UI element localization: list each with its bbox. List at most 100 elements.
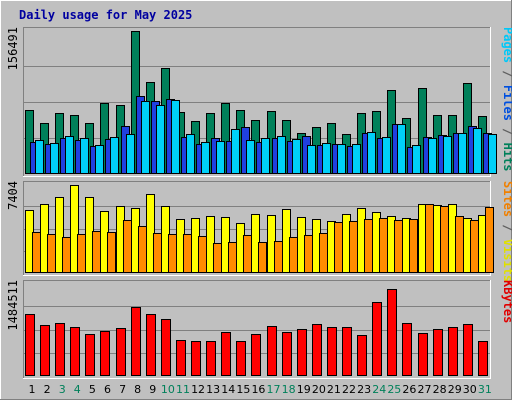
bar-kbytes-day-22 <box>342 327 352 376</box>
bar-sites-day-22 <box>349 221 358 273</box>
bar-kbytes-day-20 <box>312 324 322 376</box>
bar-sites-day-19 <box>304 235 313 273</box>
bar-sites-day-20 <box>319 233 328 273</box>
bar-sites-day-12 <box>198 236 207 273</box>
bar-kbytes-day-28 <box>433 329 443 376</box>
day-label-21: 21 <box>327 383 341 396</box>
panel-1: 156491 Pages / Files / Hits <box>6 27 512 177</box>
bar-sites-day-1 <box>32 232 41 273</box>
bar-sites-day-26 <box>409 219 418 273</box>
panel-max-label: 7404 <box>6 181 20 210</box>
bar-kbytes-day-16 <box>251 334 261 376</box>
day-label-2: 2 <box>44 383 51 396</box>
bar-sites-day-29 <box>455 216 464 273</box>
bar-kbytes-day-5 <box>85 334 95 376</box>
bar-pages-day-27 <box>428 138 437 174</box>
bar-kbytes-day-3 <box>55 323 65 376</box>
bar-sites-day-2 <box>47 234 56 273</box>
bar-kbytes-day-15 <box>236 341 246 376</box>
bar-sites-day-24 <box>379 218 388 273</box>
bar-pages-day-2 <box>50 143 59 174</box>
bar-sites-day-18 <box>289 237 298 273</box>
legend-entry: Sites <box>501 181 512 217</box>
chart-panels: 156491 Pages / Files / Hits 7404 Sites / Vi… <box>6 27 512 379</box>
bar-kbytes-day-7 <box>116 328 126 376</box>
day-label-6: 6 <box>104 383 111 396</box>
bar-kbytes-day-21 <box>327 327 337 376</box>
bar-visits-day-4 <box>70 185 79 273</box>
bar-pages-day-25 <box>397 124 406 174</box>
day-label-26: 26 <box>402 383 416 396</box>
day-label-16: 16 <box>251 383 265 396</box>
bar-hits-day-27 <box>418 88 427 174</box>
bar-sites-day-8 <box>138 226 147 273</box>
bar-sites-day-10 <box>168 234 177 273</box>
bar-pages-day-15 <box>246 140 255 174</box>
bar-pages-day-7 <box>126 134 135 174</box>
bar-kbytes-day-10 <box>161 319 171 376</box>
day-label-9: 9 <box>149 383 156 396</box>
bar-kbytes-day-14 <box>221 332 231 376</box>
bar-sites-day-11 <box>183 234 192 273</box>
day-label-30: 30 <box>463 383 477 396</box>
bar-pages-day-29 <box>458 133 467 174</box>
bar-sites-day-7 <box>123 220 132 273</box>
bar-pages-day-22 <box>352 144 361 174</box>
bar-kbytes-day-23 <box>357 335 367 376</box>
day-label-20: 20 <box>312 383 326 396</box>
legend-entry: Visits <box>501 239 512 282</box>
chart-title: Daily usage for May 2025 <box>19 8 192 22</box>
bar-pages-day-13 <box>216 141 225 174</box>
day-label-12: 12 <box>191 383 205 396</box>
bar-pages-day-17 <box>277 136 286 174</box>
panel-legend: Sites / Visits <box>501 181 512 282</box>
bar-sites-day-17 <box>274 241 283 273</box>
bar-sites-day-28 <box>440 206 449 273</box>
bar-sites-day-16 <box>258 242 267 273</box>
day-label-11: 11 <box>176 383 190 396</box>
day-label-4: 4 <box>74 383 81 396</box>
day-label-7: 7 <box>119 383 126 396</box>
bar-sites-day-27 <box>425 204 434 273</box>
bar-pages-day-24 <box>382 137 391 174</box>
day-label-18: 18 <box>282 383 296 396</box>
bar-pages-day-23 <box>367 132 376 174</box>
bar-kbytes-day-12 <box>191 341 201 376</box>
bar-kbytes-day-8 <box>131 307 141 376</box>
bar-kbytes-day-13 <box>206 341 216 376</box>
bar-kbytes-day-18 <box>282 332 292 376</box>
bar-pages-day-6 <box>110 137 119 174</box>
bar-sites-day-23 <box>364 219 373 273</box>
day-label-28: 28 <box>433 383 447 396</box>
bar-pages-day-8 <box>141 101 150 174</box>
bar-kbytes-day-30 <box>463 324 473 376</box>
day-label-23: 23 <box>357 383 371 396</box>
panel-max-label: 1484511 <box>6 280 20 331</box>
bar-pages-day-21 <box>337 144 346 174</box>
day-label-5: 5 <box>89 383 96 396</box>
day-label-1: 1 <box>29 383 36 396</box>
bar-kbytes-day-26 <box>402 323 412 376</box>
bar-kbytes-day-11 <box>176 340 186 376</box>
day-label-22: 22 <box>342 383 356 396</box>
bar-kbytes-day-25 <box>387 289 397 376</box>
bar-kbytes-day-17 <box>267 326 277 376</box>
bar-sites-day-21 <box>334 222 343 273</box>
bar-kbytes-day-19 <box>297 329 307 376</box>
bar-kbytes-day-2 <box>40 325 50 376</box>
bar-kbytes-day-4 <box>70 327 80 376</box>
bar-pages-day-10 <box>171 100 180 174</box>
legend-entry: / <box>501 217 512 239</box>
bar-pages-day-9 <box>156 105 165 174</box>
bar-sites-day-4 <box>77 234 86 273</box>
bar-pages-day-4 <box>80 138 89 174</box>
bar-sites-day-3 <box>62 237 71 273</box>
legend-entry: / <box>501 63 512 85</box>
bar-pages-day-30 <box>473 128 482 174</box>
day-label-31: 31 <box>478 383 492 396</box>
day-label-15: 15 <box>236 383 250 396</box>
day-label-10: 10 <box>161 383 175 396</box>
bar-kbytes-day-27 <box>418 333 428 376</box>
bar-pages-day-3 <box>65 136 74 174</box>
